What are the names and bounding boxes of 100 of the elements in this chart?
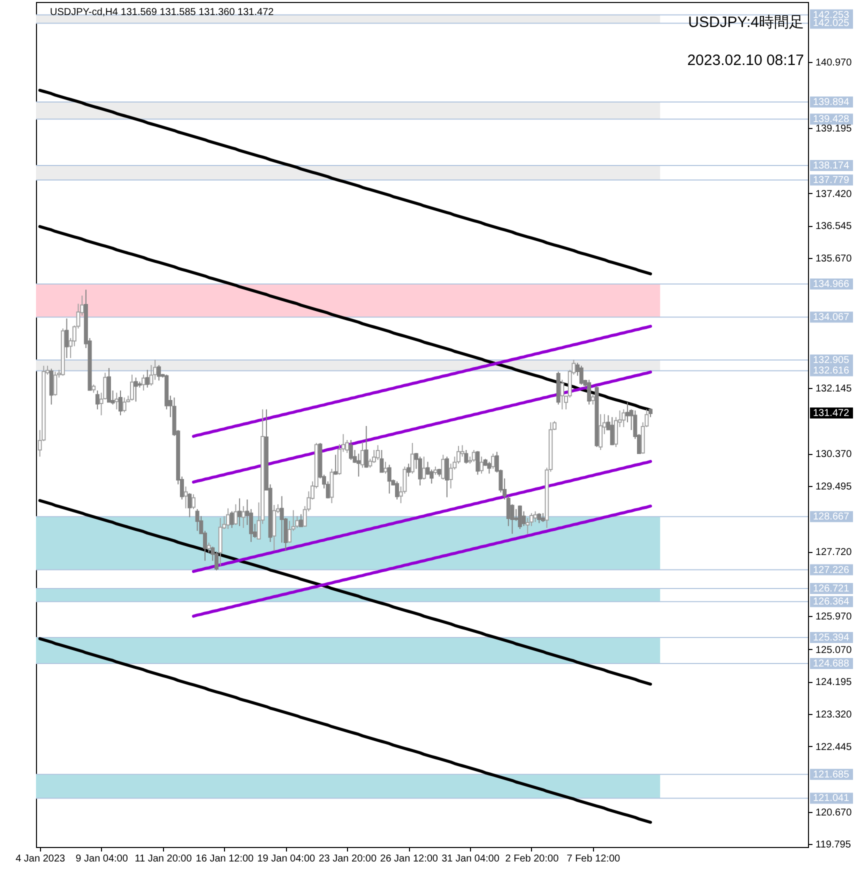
annotation: USDJPY-cd,H4 131.569 131.585 131.360 131.472 (50, 7, 274, 18)
text: 131.472 (813, 408, 850, 419)
line-series (192, 324, 652, 438)
y-tick-label: 130.370 (816, 449, 852, 460)
ref-line-label: 139.894 (813, 96, 850, 108)
candlestick (130, 374, 134, 401)
ref-line-label: 134.067 (813, 312, 850, 324)
candlestick (587, 379, 592, 406)
candlestick (348, 440, 353, 460)
y-tick-label: 125.070 (816, 644, 852, 656)
candlestick (622, 408, 626, 428)
ref-line-label: 138.174 (813, 160, 850, 172)
candlestick (395, 480, 400, 500)
line-series (38, 637, 652, 824)
candlestick (195, 508, 200, 532)
candlestick (230, 510, 234, 528)
x-tick-label: 31 Jan 04:00 (442, 854, 500, 864)
candlestick (430, 469, 434, 484)
candlestick (372, 449, 376, 464)
candlestick (518, 504, 522, 530)
candlestick (406, 463, 411, 478)
candlestick (533, 510, 538, 522)
ref-line-label: 127.226 (813, 564, 850, 576)
candlestick (590, 394, 595, 406)
y-tick-label: 135.670 (816, 253, 852, 264)
candlestick (598, 414, 603, 450)
candlestick (387, 464, 392, 494)
candlestick (134, 377, 138, 402)
x-tick-label: 26 Jan 12:00 (380, 854, 438, 864)
candlestick (625, 402, 630, 423)
candlestick (145, 369, 150, 388)
ref-line-label: 134.966 (813, 278, 850, 290)
candlestick (418, 456, 422, 486)
ref-line-label: 126.721 (813, 583, 850, 594)
candlestick (118, 390, 122, 416)
x-tick-label: 23 Jan 20:00 (318, 854, 377, 864)
x-tick-label: 4 Jan 2023 (16, 854, 66, 864)
y-tick-label: 120.670 (816, 807, 852, 818)
y-tick-label: 124.195 (816, 677, 852, 688)
candlestick (441, 454, 446, 480)
ref-line-label: 121.041 (813, 793, 850, 804)
y-tick-label: 132.145 (816, 384, 852, 395)
candlestick (238, 498, 242, 527)
candlestick (95, 390, 100, 410)
candlestick (188, 492, 192, 518)
ref-line-label: 137.779 (813, 175, 850, 186)
candlestick (142, 374, 146, 392)
text: 2023.02.10 08:17 (687, 52, 804, 69)
x-tick-label: 19 Jan 04:00 (257, 854, 316, 864)
candlestick (299, 514, 304, 528)
candlestick (184, 486, 188, 509)
y-tick-label: 139.195 (816, 123, 852, 134)
candlestick (226, 508, 230, 530)
text: USDJPY:4時間足 (688, 14, 804, 31)
candlestick (356, 453, 361, 478)
ref-line-label: 125.394 (813, 632, 850, 644)
candlestick (560, 379, 564, 410)
candlestick (537, 512, 542, 524)
y-tick-label: 122.445 (816, 742, 852, 753)
line-series (192, 370, 652, 484)
ref-line-label: 124.688 (813, 658, 850, 670)
y-tick-label: 140.970 (816, 58, 852, 69)
y-tick-label: 127.720 (816, 547, 852, 558)
candlestick (53, 371, 58, 396)
x-tick-label: 2 Feb 20:00 (505, 854, 560, 864)
ref-line-label: 132.616 (813, 366, 850, 377)
y-tick-label: 119.795 (816, 840, 852, 851)
candlestick (234, 504, 238, 526)
ref-line-label: 121.685 (813, 769, 850, 780)
candlestick (376, 444, 380, 460)
y-tick-label: 123.320 (816, 710, 852, 721)
candlestick (334, 454, 338, 476)
candlestick (410, 442, 414, 474)
ref-line-label: 126.364 (813, 596, 850, 608)
x-tick-label: 16 Jan 12:00 (196, 854, 254, 864)
y-tick-label: 137.420 (816, 188, 852, 200)
x-tick-label: 11 Jan 20:00 (134, 854, 192, 864)
line-series (192, 504, 652, 618)
candlestick (464, 449, 468, 464)
candlestick (444, 456, 449, 498)
ref-line-label: 142.025 (813, 18, 850, 30)
ref-line-label: 128.667 (813, 512, 850, 523)
candlestick (64, 318, 69, 359)
x-tick-label: 9 Jan 04:00 (76, 854, 128, 864)
candlestick (156, 364, 161, 382)
ref-line-label: 139.428 (813, 114, 850, 126)
y-tick-label: 129.495 (816, 481, 852, 492)
candlestick (491, 453, 496, 470)
candlestick (206, 542, 211, 554)
candlestick (380, 449, 384, 474)
line-series (192, 460, 652, 573)
candlestick (480, 456, 484, 474)
candlestick (114, 392, 119, 410)
candlestick (526, 517, 530, 534)
candlestick (422, 456, 426, 480)
candlestick (122, 397, 126, 413)
candlestick (579, 365, 584, 386)
candlestick (476, 450, 480, 476)
candlestick (610, 416, 614, 446)
candlestick (360, 442, 364, 468)
